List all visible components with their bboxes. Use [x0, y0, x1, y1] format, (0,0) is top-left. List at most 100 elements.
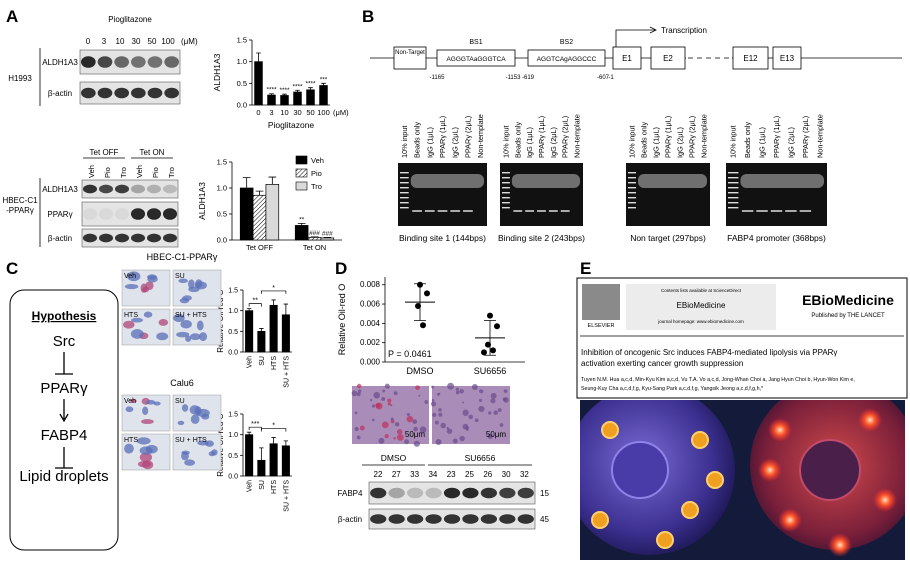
blot-band: [406, 514, 424, 524]
blot-band: [97, 56, 113, 68]
cell: [141, 419, 154, 425]
cell: [180, 320, 192, 329]
cell: [393, 391, 398, 396]
image-label: SU + HTS: [175, 437, 207, 444]
cell: [384, 434, 389, 439]
glow-spot: [858, 408, 882, 432]
ladder-band: [628, 187, 636, 189]
blot-band: [98, 184, 114, 194]
lane-label: Non-template: [815, 114, 824, 158]
bar: [239, 187, 254, 241]
lane-label: 10% input: [729, 126, 738, 158]
x-tick-label: 100: [317, 108, 330, 117]
cover-nucleus: [799, 439, 861, 501]
panel-label: E: [580, 259, 591, 278]
group-label: Tet ON: [140, 148, 165, 157]
panel-label: D: [335, 259, 347, 278]
blot-band: [146, 184, 162, 194]
cell: [142, 460, 154, 470]
annotation: P = 0.0461: [388, 349, 432, 359]
journal-logo-subtitle: Published by THE LANCET: [811, 313, 885, 319]
error-bar: [271, 299, 276, 306]
x-axis-label: Pioglitazone: [268, 120, 315, 130]
ladder-band: [400, 197, 409, 199]
exon: [732, 46, 769, 70]
bracket: [261, 290, 287, 294]
cell: [490, 398, 496, 404]
lane-label: Pio: [103, 167, 112, 178]
y-tick-label: 0.0: [228, 350, 238, 357]
cell: [462, 409, 469, 416]
cell: [430, 401, 437, 407]
inhibition-symbol: [55, 447, 73, 469]
cell: [130, 329, 144, 339]
cell: [394, 422, 400, 427]
blot-band: [162, 233, 178, 243]
blot-band: [81, 56, 96, 68]
blot: [81, 201, 179, 227]
ladder-band: [628, 182, 636, 184]
significance-label: *: [272, 285, 275, 292]
cell-line-label: H1993: [8, 74, 32, 83]
cell: [190, 414, 200, 425]
error-bar: [484, 320, 496, 356]
bar: [280, 95, 289, 106]
cover-nucleus: [611, 441, 669, 499]
blot-band: [462, 487, 479, 499]
glow-spot: [768, 418, 792, 442]
cell: [468, 414, 474, 420]
y-tick-label: 1.0: [228, 432, 238, 439]
cell: [125, 406, 134, 413]
exon-label: E1: [622, 54, 632, 63]
cell: [490, 392, 497, 399]
gel-band: [651, 210, 661, 212]
bar: [257, 330, 266, 353]
lane-label: 10% input: [628, 126, 637, 158]
cell: [390, 417, 394, 421]
significance-label: ###: [322, 230, 333, 237]
cell: [378, 437, 385, 444]
cell: [459, 435, 465, 442]
cell: [438, 412, 443, 417]
dose-label: 30: [132, 37, 141, 46]
homepage-label: journal homepage: www.ebiomedicine.com: [657, 319, 744, 324]
bar: [245, 434, 254, 477]
error-bar: [310, 236, 319, 238]
cell: [199, 332, 208, 342]
panel-label: B: [362, 7, 374, 26]
cell: [488, 411, 492, 415]
legend-label: Tro: [311, 182, 322, 191]
gel-caption: FABP4 promoter (368bps): [727, 233, 826, 243]
ladder-band: [728, 187, 739, 189]
cell: [369, 399, 373, 402]
cell-line-label: HBEC-C1-PPARγ: [2, 196, 38, 215]
article-title: activation exerting cancer growth suppre…: [581, 359, 743, 368]
gel: [726, 163, 827, 226]
image-label: SU + HTS: [175, 312, 207, 319]
image-label: SU: [175, 273, 185, 280]
blot-band: [130, 208, 146, 220]
cell: [432, 412, 437, 417]
significance-label: ***: [320, 76, 328, 83]
cell: [130, 398, 137, 404]
blot-band: [388, 487, 405, 499]
gel-band: [687, 210, 697, 212]
bracket: [248, 303, 262, 307]
cell: [205, 440, 214, 447]
blot-band: [82, 208, 98, 220]
error-bar: [246, 431, 252, 435]
cell: [139, 452, 153, 463]
blot-band: [480, 514, 498, 524]
glow-spot: [873, 488, 897, 512]
lane-label: PPARγ (2μL): [463, 116, 472, 158]
significance-label: ****: [305, 81, 316, 88]
bar: [319, 85, 328, 106]
lane-label: IgG (2μL): [786, 127, 795, 158]
error-bar: [242, 177, 251, 188]
exon-label: E2: [663, 54, 673, 63]
cell: [459, 388, 464, 394]
cell: [424, 400, 429, 404]
legend-swatch: [295, 168, 308, 178]
cell: [131, 317, 144, 323]
marker-label: 45: [540, 515, 549, 524]
